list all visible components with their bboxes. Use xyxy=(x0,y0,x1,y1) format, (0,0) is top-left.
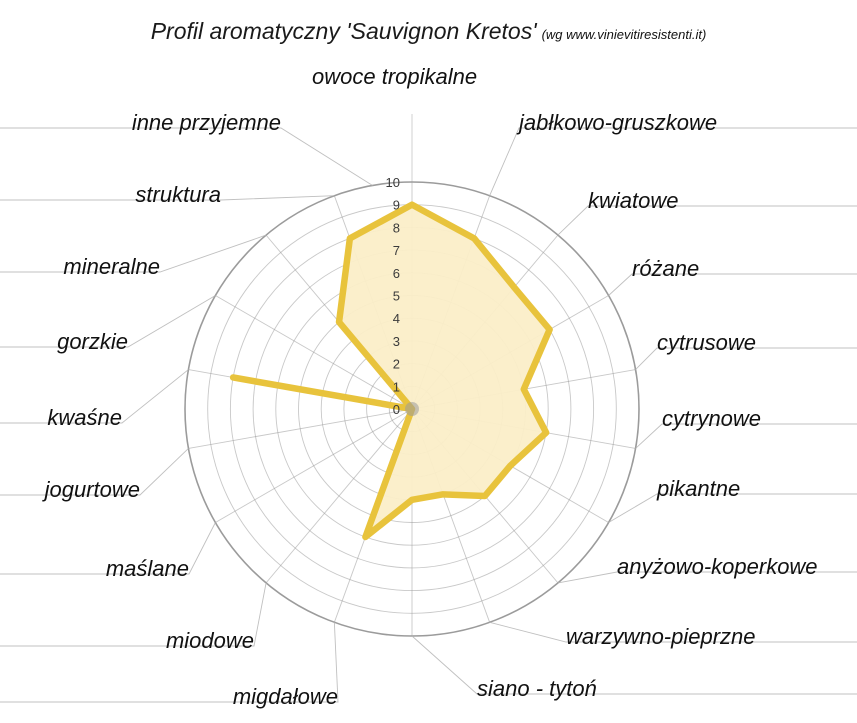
axis-label-miodowe: miodowe xyxy=(165,628,254,653)
axis-label-kwiatowe: kwiatowe xyxy=(588,188,679,213)
chart-subtitle: (wg www.vinievitiresistenti.it) xyxy=(541,27,707,42)
label-leader-line xyxy=(0,582,267,647)
chart-header: Profil aromatyczny 'Sauvignon Kretos' (wg… xyxy=(0,18,857,45)
label-leader-line xyxy=(0,448,189,496)
label-leader-line xyxy=(411,635,857,695)
axis-label-gorzkie: gorzkie xyxy=(57,329,128,354)
axis-spoke xyxy=(215,295,413,410)
label-leader-line xyxy=(0,127,373,186)
radial-tick-label: 2 xyxy=(393,357,400,372)
label-leader-line xyxy=(608,273,857,296)
radial-tick-label: 6 xyxy=(393,266,400,281)
label-leader-lines xyxy=(0,127,857,703)
label-leader-line xyxy=(608,493,857,523)
axis-label-r-ane: różane xyxy=(632,256,700,281)
radial-tick-label: 3 xyxy=(393,334,400,349)
axis-label-jab-kowo-gruszkowe: jabłkowo-gruszkowe xyxy=(519,110,718,135)
axis-spoke xyxy=(215,408,413,523)
radial-tick-label: 4 xyxy=(393,311,400,326)
radial-tick-label: 7 xyxy=(393,243,400,258)
label-leader-line xyxy=(635,347,857,370)
label-leader-line xyxy=(557,571,857,584)
axis-label-migda-owe: migdałowe xyxy=(232,684,338,709)
axis-label-ma-lane: maślane xyxy=(105,556,189,581)
label-leader-line xyxy=(635,423,857,449)
label-leader-line xyxy=(0,234,267,273)
axis-label-inne-przyjemne: inne przyjemne xyxy=(131,110,281,135)
axis-label-pikantne: pikantne xyxy=(657,476,741,501)
radial-tick-label: 10 xyxy=(386,175,400,190)
axis-label-kwa-ne: kwaśne xyxy=(47,405,122,430)
label-leader-line xyxy=(0,195,335,201)
label-leader-line xyxy=(0,295,216,348)
label-leader-line xyxy=(0,522,216,575)
axis-label-cytrynowe: cytrynowe xyxy=(662,406,762,431)
label-leader-line xyxy=(0,622,339,703)
series-outline xyxy=(229,201,553,541)
axis-label-jogurtowe: jogurtowe xyxy=(44,477,140,502)
radar-center-hub xyxy=(405,402,419,416)
axis-spoke xyxy=(265,408,413,584)
axis-label-struktura: struktura xyxy=(135,182,221,207)
axis-spoke xyxy=(188,408,413,449)
label-leader-line xyxy=(489,621,857,643)
radial-tick-labels: 0 1 2 3 4 5 6 7 8 9 10 xyxy=(386,175,400,417)
center-hub xyxy=(405,402,419,416)
radial-tick-label: 0 xyxy=(393,402,400,417)
label-leader-line xyxy=(557,205,857,236)
radial-tick-label: 1 xyxy=(393,379,400,394)
axis-label-owoce-tropikalne: owoce tropikalne xyxy=(312,64,478,89)
axis-label-any-owo-koperkowe: anyżowo-koperkowe xyxy=(617,554,818,579)
radial-tick-label: 8 xyxy=(393,220,400,235)
series-area-fill xyxy=(233,204,550,537)
radar-series-area xyxy=(229,201,553,541)
axis-label-mineralne: mineralne xyxy=(63,254,160,279)
radial-tick-label: 9 xyxy=(393,198,400,213)
axis-label-cytrusowe: cytrusowe xyxy=(657,330,757,355)
radial-tick-label: 5 xyxy=(393,289,400,304)
page-title: Profil aromatyczny 'Sauvignon Kretos' xyxy=(150,18,537,44)
label-leader-line xyxy=(0,369,189,424)
label-leader-line xyxy=(489,127,857,196)
axis-label-warzywno-pieprzne: warzywno-pieprzne xyxy=(566,624,756,649)
axis-label-siano-tyto: siano - tytoń xyxy=(477,676,597,701)
